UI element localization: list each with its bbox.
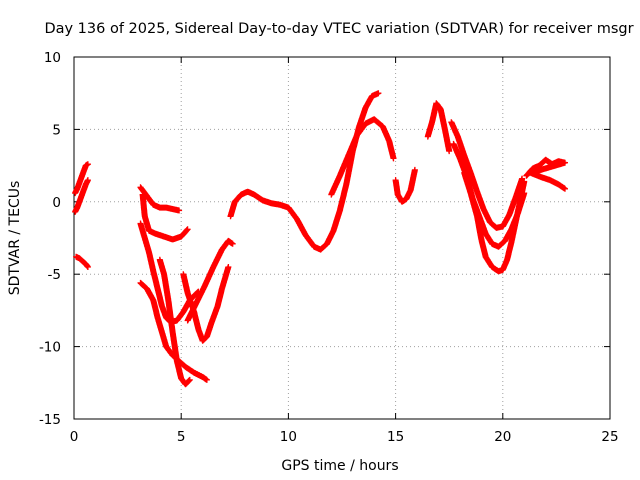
x-axis: 0 5 10 15 20 25 — [70, 57, 619, 445]
data-point-markers — [72, 177, 91, 215]
series-mid-group — [392, 166, 418, 205]
y-tick-label: -10 — [39, 340, 61, 356]
y-tick-label: -15 — [39, 412, 61, 428]
data-point-markers — [392, 166, 418, 205]
x-tick-label: 15 — [387, 429, 404, 445]
data-point-markers — [448, 119, 526, 231]
series-late-arc-a — [448, 119, 526, 231]
series-early-arc-a — [72, 161, 91, 197]
data-point-markers — [227, 90, 382, 253]
data-point-markers — [424, 100, 453, 155]
series-early-arc-c — [73, 253, 91, 270]
x-tick-label: 10 — [280, 429, 297, 445]
x-tick-label: 0 — [70, 429, 79, 445]
series-evening-group — [424, 100, 453, 155]
data-point-markers — [156, 256, 193, 388]
plot-frame — [73, 56, 611, 420]
series-dip-arc-g — [184, 237, 236, 324]
y-tick-label: -5 — [48, 267, 61, 283]
data-point-markers — [461, 169, 528, 275]
x-tick-label: 25 — [601, 429, 618, 445]
series-dip-arc-e — [156, 256, 193, 388]
x-tick-label: 5 — [177, 429, 186, 445]
chart-title: Day 136 of 2025, Sidereal Day-to-day VTE… — [44, 21, 633, 37]
y-axis: -15 -10 -5 0 5 10 — [39, 50, 610, 428]
series-noon-arc-b — [328, 116, 397, 198]
data-point-markers — [73, 253, 91, 270]
data-point-markers — [72, 161, 91, 197]
x-tick-label: 20 — [494, 429, 511, 445]
x-axis-label: GPS time / hours — [281, 458, 398, 474]
y-tick-label: 0 — [52, 195, 61, 211]
data-point-markers — [328, 116, 397, 198]
series-early-arc-b — [72, 177, 91, 215]
data-points — [72, 90, 568, 388]
y-tick-label: 5 — [52, 122, 61, 138]
data-point-markers — [523, 156, 568, 192]
y-tick-label: 10 — [44, 50, 61, 66]
series-dip-arc-b — [139, 191, 191, 243]
series-noon-arc — [227, 90, 382, 253]
grid — [74, 57, 610, 419]
data-point-markers — [139, 191, 191, 243]
series-tail-arc — [523, 156, 568, 192]
data-point-markers — [184, 237, 236, 324]
y-axis-label: SDTVAR / TECUs — [7, 181, 23, 296]
data-point-markers — [137, 184, 183, 214]
series-late-arc-c — [461, 169, 528, 275]
series-dip-arc-a — [137, 184, 183, 214]
